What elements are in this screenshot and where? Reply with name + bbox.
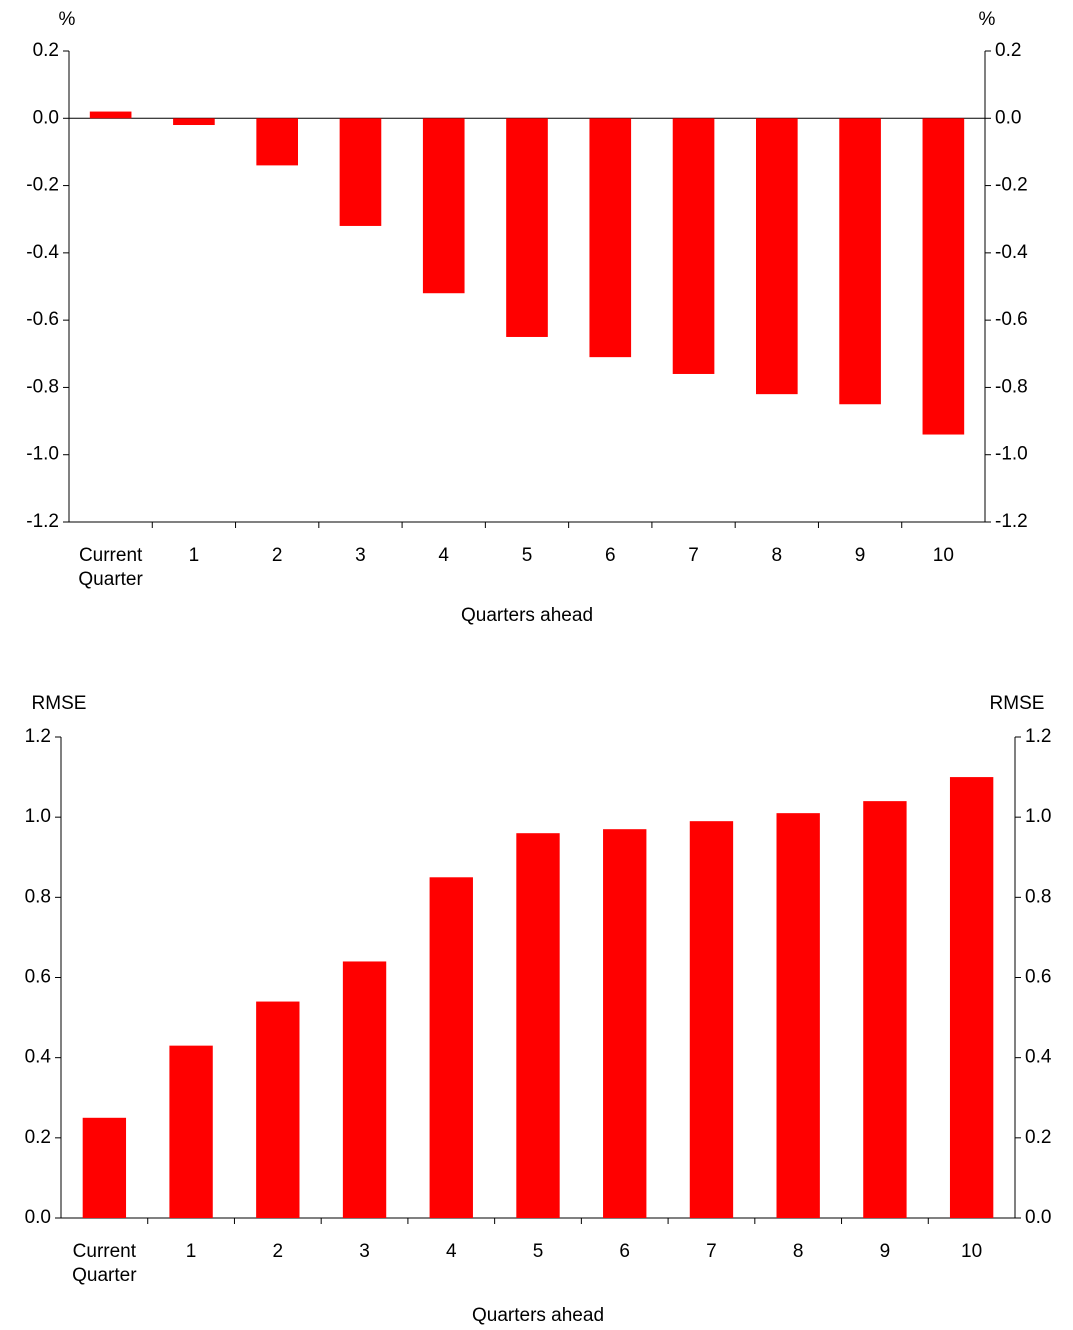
y2-tick-label: 0.8 [1025,886,1051,907]
x-tick-label: 9 [854,545,866,566]
y-tick-label: 0.4 [25,1047,52,1068]
bar [516,833,560,1218]
y-tick-label: -0.6 [26,309,59,330]
x-tick-label: 4 [438,545,449,566]
y-tick-label: 0.0 [25,1207,51,1228]
bar [949,777,994,1218]
y-tick-label: 0.2 [33,40,59,61]
y-tick-label: -0.4 [26,242,59,263]
y-tick-label: 1.2 [25,726,51,747]
y-tick-label: -0.8 [26,376,59,397]
y2-tick-label: -0.4 [995,242,1028,263]
x-tick-label: 3 [355,545,366,566]
bar [863,801,907,1218]
y2-tick-label: -0.6 [995,309,1028,330]
bar [342,961,387,1218]
bar [256,1001,300,1218]
bar [169,1045,213,1218]
y2-tick-label: 0.4 [1025,1047,1052,1068]
bar [589,118,632,358]
y-tick-label: 0.8 [25,886,51,907]
bar [672,118,715,374]
bar [839,118,881,405]
bar [922,118,965,435]
bar [506,118,548,337]
bar [422,118,465,294]
x-axis-label: Quarters ahead [461,605,593,626]
x-tick-label: 8 [792,1241,804,1262]
y2-tick-label: -1.0 [995,444,1028,465]
x-tick-label: 7 [706,1241,717,1262]
x-tick-label: 1 [188,545,200,566]
y2-axis-label: % [979,9,996,30]
x-tick-label: 2 [272,1241,284,1262]
x-tick-label: 3 [359,1241,370,1262]
x-tick-label: 5 [532,1241,544,1262]
y-axis-label: RMSE [32,693,87,714]
bar [689,821,734,1218]
y2-tick-label: 0.6 [1025,967,1051,988]
x-tick-label: 10 [961,1241,983,1262]
bar [256,118,298,166]
bar [756,118,798,395]
y-tick-label: -1.0 [26,444,59,465]
x-tick-label: Current Quarter [72,1241,137,1286]
y2-tick-label: 0.0 [995,107,1021,128]
x-tick-label: 2 [271,545,283,566]
bar [603,829,647,1218]
x-tick-label: 4 [445,1241,457,1262]
x-tick-label: 10 [932,545,954,566]
y-axis-label: % [59,9,76,30]
x-tick-label: 1 [185,1241,197,1262]
y2-tick-label: 0.2 [1025,1127,1051,1148]
x-tick-label: 9 [879,1241,891,1262]
bar [429,877,473,1218]
x-axis-label: Quarters ahead [472,1305,604,1326]
y-tick-label: 0.6 [25,967,51,988]
bar [82,1117,127,1218]
y2-tick-label: -0.2 [995,175,1028,196]
x-tick-label: 6 [619,1241,630,1262]
y-tick-label: 0.2 [25,1127,51,1148]
y2-tick-label: -0.8 [995,376,1028,397]
x-tick-label: 5 [521,545,533,566]
y-tick-label: -1.2 [26,511,59,532]
y2-axis-label: RMSE [990,693,1045,714]
y2-tick-label: 0.2 [995,40,1021,61]
bar [776,813,820,1218]
bar [339,118,382,226]
bar [89,111,132,119]
y2-tick-label: 1.0 [1025,806,1051,827]
y2-tick-label: 1.2 [1025,726,1051,747]
x-tick-label: 8 [771,545,783,566]
y-tick-label: 0.0 [33,107,59,128]
y2-tick-label: -1.2 [995,511,1028,532]
x-tick-label: 6 [604,545,616,566]
bar [173,118,215,126]
y2-tick-label: 0.0 [1025,1207,1051,1228]
y-tick-label: 1.0 [25,806,51,827]
x-tick-label: 7 [688,545,699,566]
x-tick-label: Current Quarter [78,545,143,590]
y-tick-label: -0.2 [26,175,59,196]
